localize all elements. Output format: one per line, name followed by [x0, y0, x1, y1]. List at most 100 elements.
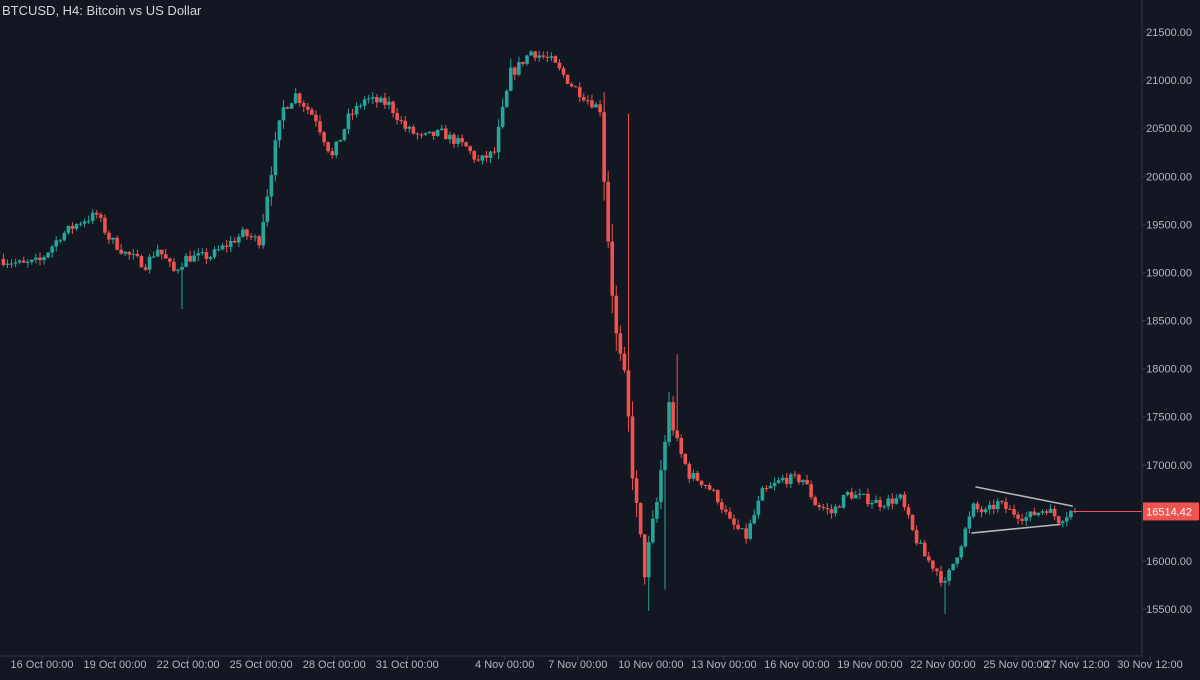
- candle-body: [659, 470, 663, 503]
- candle-body: [963, 528, 968, 547]
- candle: [159, 249, 164, 260]
- candle-body: [606, 181, 610, 242]
- candle: [208, 255, 213, 262]
- candle-body: [350, 113, 355, 115]
- candle: [435, 128, 440, 138]
- candle-body: [675, 430, 679, 439]
- candle-body: [768, 485, 773, 489]
- candle: [525, 54, 529, 66]
- candle: [752, 509, 757, 525]
- candle: [858, 488, 862, 500]
- candle: [224, 239, 229, 253]
- candle-body: [646, 542, 651, 578]
- candle: [338, 139, 343, 142]
- candle: [1004, 497, 1008, 514]
- candle: [695, 470, 700, 482]
- x-tick-label: 30 Nov 12:00: [1117, 659, 1182, 671]
- candle: [841, 494, 846, 510]
- candle: [1020, 513, 1024, 525]
- candle: [728, 507, 732, 520]
- candle-body: [663, 441, 667, 471]
- candle: [655, 497, 659, 523]
- candle-body: [334, 141, 339, 156]
- candle: [103, 214, 107, 235]
- x-tick-label: 22 Oct 00:00: [157, 659, 220, 671]
- candle-body: [825, 507, 830, 510]
- candle: [590, 94, 594, 109]
- candle-body: [667, 402, 671, 442]
- candle: [1032, 507, 1037, 516]
- lower-trendline[interactable]: [971, 523, 1061, 534]
- candle: [715, 489, 720, 505]
- y-tick-label: 18500.00: [1146, 316, 1192, 328]
- candle: [1024, 512, 1029, 526]
- candle-body: [184, 255, 188, 267]
- candle: [951, 563, 955, 571]
- candle: [82, 218, 87, 228]
- x-tick-label: 16 Oct 00:00: [11, 659, 74, 671]
- candle-body: [151, 256, 156, 258]
- y-tick-label: 17000.00: [1146, 460, 1192, 472]
- candle-body: [21, 260, 26, 263]
- candle: [172, 257, 176, 273]
- candle-body: [748, 523, 753, 539]
- candle: [464, 141, 468, 147]
- candle: [1064, 511, 1069, 527]
- candle: [610, 223, 615, 314]
- candle: [431, 131, 436, 140]
- y-tick-label: 18000.00: [1146, 364, 1192, 376]
- candle: [707, 482, 712, 491]
- candle: [50, 244, 54, 258]
- candle-body: [159, 249, 164, 255]
- candle-body: [695, 473, 700, 481]
- candle: [744, 523, 748, 544]
- candle-body: [638, 502, 643, 535]
- candle: [38, 252, 42, 266]
- candle: [391, 100, 395, 118]
- upper-trendline[interactable]: [975, 486, 1074, 507]
- candle: [825, 502, 830, 515]
- candle: [452, 132, 456, 148]
- candle-body: [293, 93, 298, 104]
- candle: [1060, 519, 1065, 527]
- y-tick-label: 15500.00: [1146, 604, 1192, 616]
- candle-body: [427, 131, 432, 134]
- candles-layer: [1, 50, 1077, 614]
- candle: [293, 88, 298, 105]
- x-tick-label: 25 Nov 00:00: [983, 659, 1048, 671]
- candle: [914, 525, 919, 546]
- candle: [261, 213, 265, 249]
- candle: [724, 504, 728, 515]
- candle: [488, 150, 493, 164]
- candle: [943, 577, 947, 614]
- candle: [805, 474, 809, 485]
- candle: [910, 514, 915, 532]
- candle: [646, 535, 651, 611]
- candle-body: [435, 129, 440, 136]
- candle: [683, 452, 688, 466]
- candle-body: [594, 104, 598, 108]
- candle: [1000, 500, 1004, 505]
- candle-body: [821, 506, 826, 508]
- y-tick-label: 21500.00: [1146, 27, 1192, 39]
- candle: [878, 496, 882, 512]
- candle-body: [411, 126, 416, 134]
- candle: [1073, 507, 1077, 514]
- candle-body: [119, 249, 123, 254]
- candle: [366, 94, 371, 104]
- candle: [415, 132, 420, 140]
- candle: [456, 134, 460, 148]
- candle: [111, 237, 115, 245]
- candle: [228, 236, 233, 253]
- candle: [687, 461, 692, 483]
- candle: [1048, 504, 1053, 514]
- candle-body: [504, 90, 509, 107]
- candle: [821, 503, 826, 511]
- candle-body: [249, 236, 253, 238]
- candle-body: [801, 479, 805, 483]
- candle: [439, 124, 444, 131]
- candle: [630, 401, 635, 491]
- candle: [135, 249, 140, 258]
